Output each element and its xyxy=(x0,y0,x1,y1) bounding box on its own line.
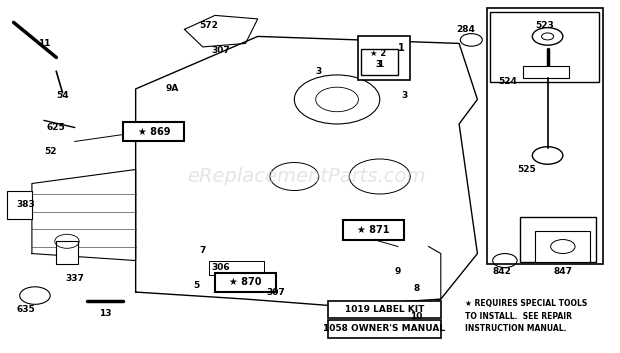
Text: eReplacementParts.com: eReplacementParts.com xyxy=(187,167,426,186)
Text: 9: 9 xyxy=(395,267,401,276)
Text: 1019 LABEL KIT: 1019 LABEL KIT xyxy=(345,305,424,314)
Bar xyxy=(536,231,590,262)
Bar xyxy=(358,36,410,80)
Text: 5: 5 xyxy=(193,281,200,289)
Text: 307: 307 xyxy=(267,288,285,297)
Text: 7: 7 xyxy=(200,246,206,255)
Text: 572: 572 xyxy=(200,22,218,30)
Text: 1058 OWNER'S MANUAL: 1058 OWNER'S MANUAL xyxy=(323,324,445,333)
Text: 54: 54 xyxy=(56,91,69,101)
Text: 13: 13 xyxy=(99,309,112,318)
Text: ★ 2: ★ 2 xyxy=(370,49,386,59)
Text: ★ 870: ★ 870 xyxy=(229,277,262,287)
Text: 383: 383 xyxy=(16,200,35,209)
Text: 11: 11 xyxy=(38,39,50,48)
Bar xyxy=(209,261,264,275)
Bar xyxy=(520,217,596,262)
Text: ★ 869: ★ 869 xyxy=(138,127,171,137)
Text: 625: 625 xyxy=(47,123,66,132)
Text: ★ REQUIRES SPECIAL TOOLS
TO INSTALL.  SEE REPAIR
INSTRUCTION MANUAL.: ★ REQUIRES SPECIAL TOOLS TO INSTALL. SEE… xyxy=(465,299,588,333)
Bar xyxy=(462,295,606,341)
Bar xyxy=(361,49,398,75)
Text: 306: 306 xyxy=(212,263,231,272)
Text: 307: 307 xyxy=(211,46,231,55)
Text: 337: 337 xyxy=(65,274,84,282)
Bar xyxy=(343,220,404,240)
Text: 523: 523 xyxy=(535,22,554,30)
Text: 3: 3 xyxy=(375,60,381,69)
Text: 3: 3 xyxy=(316,67,322,76)
Text: 842: 842 xyxy=(492,267,512,276)
Text: 847: 847 xyxy=(554,267,572,276)
Text: 284: 284 xyxy=(456,25,475,34)
Text: 52: 52 xyxy=(44,148,56,156)
Text: 8: 8 xyxy=(414,284,420,293)
Bar xyxy=(328,320,441,337)
Text: 3: 3 xyxy=(401,91,407,101)
Bar xyxy=(56,241,78,264)
Bar xyxy=(487,8,603,264)
Text: ★ 871: ★ 871 xyxy=(357,225,390,235)
Text: 525: 525 xyxy=(517,165,536,174)
Bar xyxy=(215,273,276,292)
Bar xyxy=(490,12,600,82)
Text: 9A: 9A xyxy=(166,84,179,94)
Bar xyxy=(328,301,441,318)
Bar xyxy=(7,191,32,219)
Bar xyxy=(123,122,185,142)
Text: 1: 1 xyxy=(398,43,404,53)
Text: 1: 1 xyxy=(376,60,383,69)
Text: 524: 524 xyxy=(498,77,517,86)
Text: 635: 635 xyxy=(16,305,35,314)
Text: 10: 10 xyxy=(410,312,423,321)
Bar xyxy=(523,66,569,78)
